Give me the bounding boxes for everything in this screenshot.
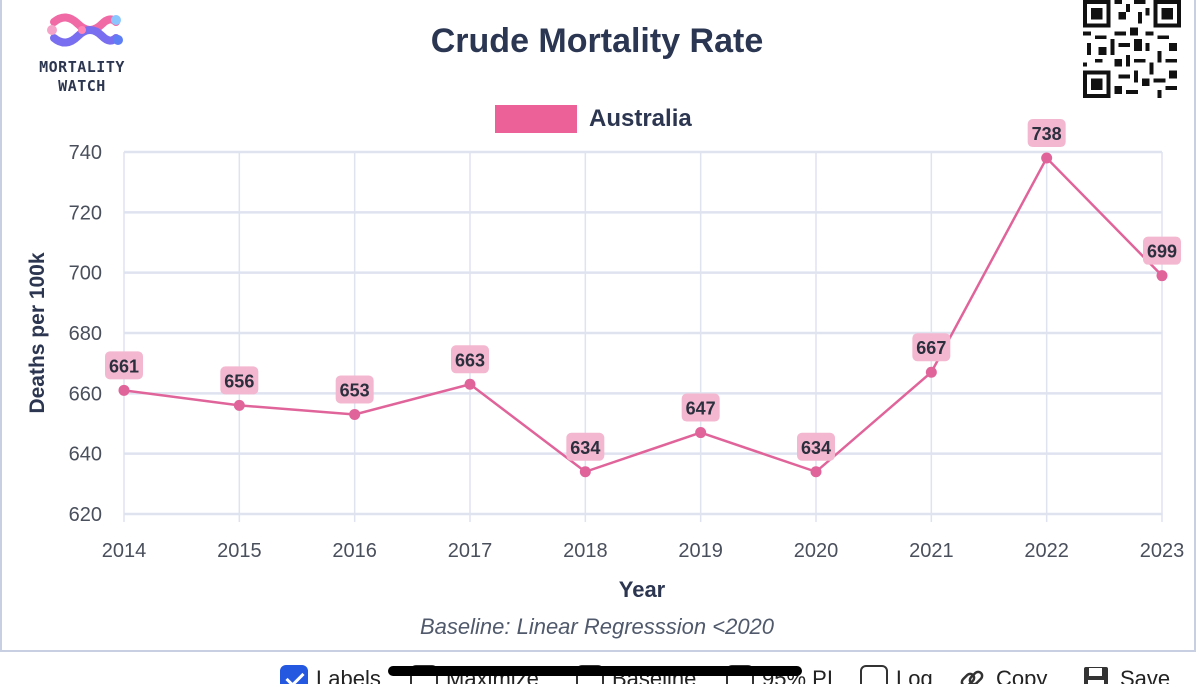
data-label-bg [1027, 119, 1066, 148]
x-tick-label: 2017 [448, 540, 493, 562]
data-label-bg [681, 393, 720, 422]
chart-title: Crude Mortality Rate [430, 22, 764, 60]
y-axis-title: Deaths per 100k [26, 252, 49, 413]
data-point [695, 427, 707, 439]
data-label-bg [566, 432, 605, 461]
home-indicator[interactable] [388, 666, 802, 676]
data-label-bg [335, 375, 374, 404]
x-tick-label: 2023 [1140, 540, 1185, 562]
data-label: 656 [224, 371, 254, 391]
data-label-bg [220, 366, 259, 395]
data-label: 667 [916, 338, 946, 358]
y-tick-label: 740 [69, 142, 102, 164]
y-tick-label: 640 [69, 444, 102, 466]
log-checkbox[interactable] [860, 665, 888, 684]
data-label: 634 [570, 438, 600, 458]
line-chart: 620 640 660 680 700 720 740 2014 2015 2016 2017 201… [26, 119, 1185, 602]
labels-toggle-label: Labels [316, 666, 381, 684]
x-tick-label: 2021 [909, 540, 954, 562]
y-tick-label: 720 [69, 202, 102, 224]
x-tick-label: 2022 [1024, 540, 1069, 562]
data-point [1041, 152, 1053, 164]
chart-legend[interactable]: Australia [495, 104, 692, 134]
logo-line-1: MORTALITY [39, 58, 125, 76]
copy-button-label: Copy [996, 666, 1048, 684]
data-label-bg [912, 333, 951, 362]
qr-code-icon[interactable] [1082, 0, 1182, 98]
data-label-bg [1143, 236, 1181, 265]
x-tick-label: 2015 [217, 540, 262, 562]
save-button[interactable]: Save [1082, 665, 1170, 684]
data-point [925, 366, 937, 378]
floppy-disk-icon [1084, 667, 1108, 684]
data-label: 634 [801, 438, 831, 458]
x-tick-label: 2018 [563, 540, 608, 562]
x-tick-label: 2019 [678, 540, 723, 562]
legend-label-australia[interactable]: Australia [589, 105, 692, 132]
logo-text: MORTALITY WATCH [20, 58, 144, 96]
data-label: 661 [109, 356, 139, 376]
data-point [118, 384, 130, 396]
data-label-bg [797, 432, 835, 461]
data-label-bg [105, 351, 143, 380]
data-point [349, 408, 361, 420]
labels-checkbox[interactable] [280, 665, 308, 684]
y-tick-label: 700 [69, 263, 102, 285]
data-label: 647 [686, 399, 716, 419]
data-point [1156, 270, 1168, 282]
series-line-australia [123, 155, 1163, 474]
data-label: 663 [455, 350, 485, 370]
mortality-watch-logo: MORTALITY WATCH [20, 8, 144, 98]
log-toggle-label: Log [896, 666, 933, 684]
baseline-footnote: Baseline: Linear Regresssion <2020 [419, 614, 775, 639]
x-tick-label: 2014 [102, 540, 147, 562]
save-button-label: Save [1120, 666, 1171, 684]
link-icon [960, 670, 984, 684]
y-tick-label: 660 [69, 383, 102, 405]
logo-line-2: WATCH [58, 77, 106, 95]
data-point [579, 466, 591, 478]
data-point [233, 399, 245, 411]
legend-swatch-australia[interactable] [495, 105, 577, 133]
chart-container: MORTALITY WATCH Crude Mortality Rate Aus… [0, 0, 1196, 652]
x-tick-label: 2016 [332, 540, 377, 562]
log-toggle[interactable]: Log [860, 665, 933, 684]
data-point [464, 378, 476, 390]
labels-toggle[interactable]: Labels [280, 665, 381, 684]
logo-mark-icon [47, 13, 123, 47]
data-point [810, 466, 822, 478]
data-label: 653 [340, 380, 370, 400]
data-label: 699 [1147, 242, 1177, 262]
x-tick-label: 2020 [794, 540, 839, 562]
data-label: 738 [1032, 124, 1062, 144]
data-label-bg [451, 345, 489, 374]
copy-button[interactable]: Copy [958, 665, 1047, 684]
x-axis-title: Year [619, 577, 666, 602]
y-tick-label: 680 [69, 323, 102, 345]
y-tick-label: 620 [69, 504, 102, 526]
